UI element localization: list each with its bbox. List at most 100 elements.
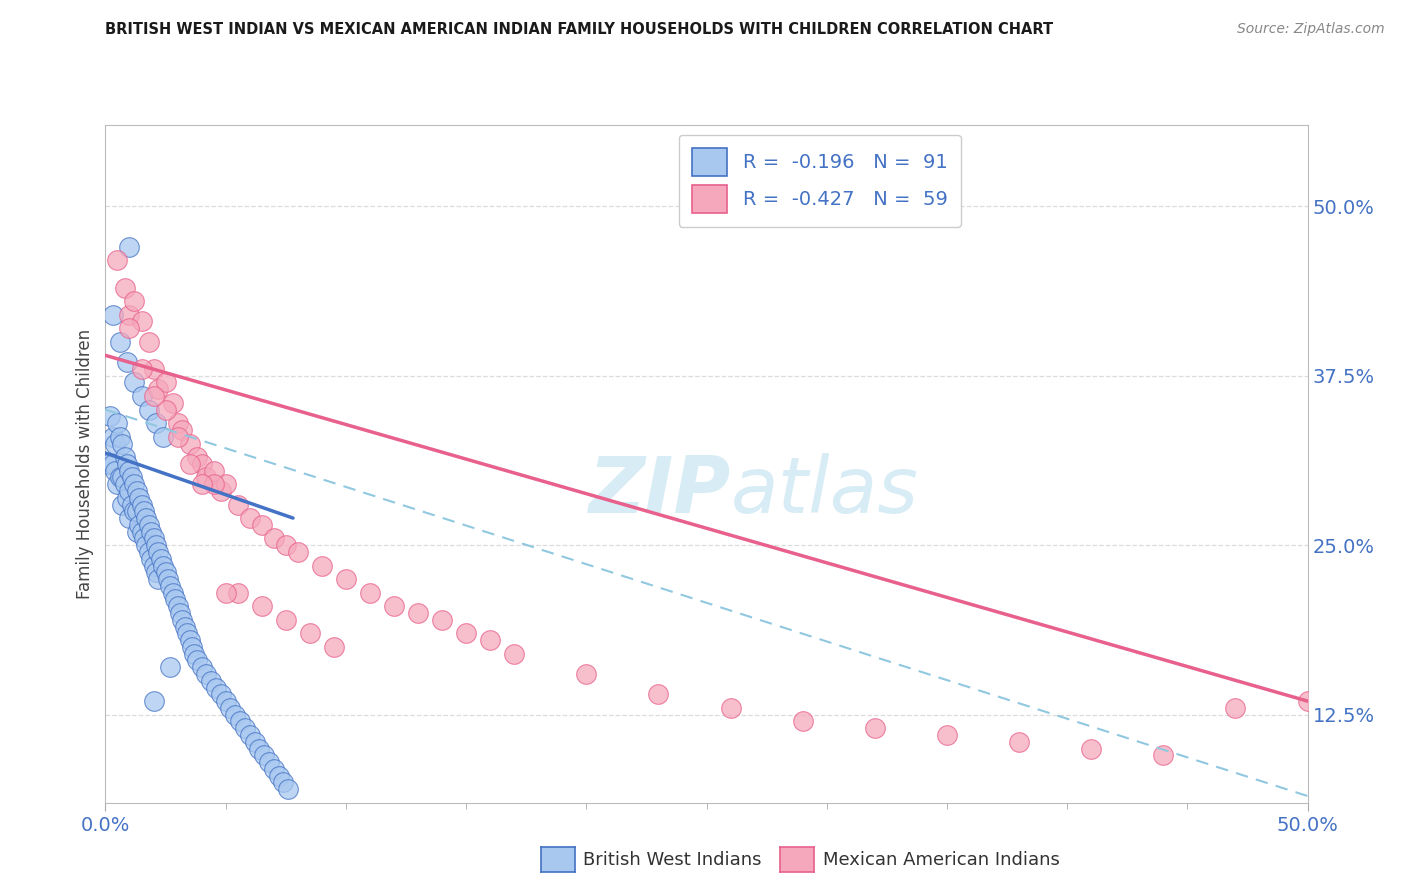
Point (131, 314, 153, 328)
Point (274, 613, 297, 627)
Point (142, 532, 165, 546)
Text: Mexican American Indians: Mexican American Indians (823, 851, 1059, 869)
Point (224, 707, 246, 722)
Point (239, 511, 262, 525)
Point (247, 741, 270, 756)
Point (142, 389, 165, 403)
Point (142, 694, 165, 708)
Point (115, 491, 138, 505)
Point (138, 545, 160, 559)
Point (1008, 735, 1031, 749)
Point (107, 477, 129, 491)
Point (148, 545, 170, 559)
Point (159, 660, 181, 674)
Point (135, 511, 157, 525)
Point (226, 498, 249, 512)
Point (142, 558, 165, 573)
Point (226, 585, 249, 599)
Point (209, 687, 232, 701)
Point (243, 735, 266, 749)
Text: British West Indians: British West Indians (583, 851, 762, 869)
Point (863, 721, 886, 735)
Point (179, 457, 201, 471)
Point (202, 477, 225, 491)
Point (118, 511, 141, 525)
Point (107, 416, 129, 430)
Point (124, 504, 146, 518)
Point (142, 362, 165, 376)
Point (114, 450, 136, 464)
Point (162, 585, 184, 599)
Point (172, 613, 194, 627)
Point (148, 382, 170, 396)
Point (124, 376, 146, 390)
Point (132, 504, 155, 518)
Point (190, 660, 212, 674)
Point (101, 457, 124, 471)
Point (111, 498, 134, 512)
Point (111, 470, 134, 484)
Point (135, 538, 157, 552)
Point (114, 280, 136, 294)
Point (359, 585, 381, 599)
Point (190, 477, 212, 491)
Point (125, 524, 148, 539)
Text: Source: ZipAtlas.com: Source: ZipAtlas.com (1237, 22, 1385, 37)
Point (104, 464, 127, 478)
Point (138, 517, 160, 532)
Point (1296, 694, 1319, 708)
Point (430, 613, 453, 627)
Point (155, 566, 177, 580)
Point (124, 477, 146, 491)
Point (298, 626, 321, 640)
Point (257, 755, 280, 769)
Point (132, 532, 155, 546)
Point (138, 402, 160, 417)
Point (108, 334, 131, 349)
Point (322, 640, 344, 654)
Point (165, 592, 187, 607)
Point (139, 524, 162, 539)
Point (195, 470, 218, 484)
Point (149, 551, 172, 566)
Point (406, 606, 429, 620)
Point (287, 545, 309, 559)
Point (107, 253, 129, 268)
Point (335, 572, 357, 586)
Point (131, 524, 153, 539)
Point (128, 517, 150, 532)
Point (1225, 701, 1247, 715)
Point (1152, 748, 1174, 763)
Point (267, 769, 290, 783)
Legend: R =  -0.196   N =  91, R =  -0.427   N =  59: R = -0.196 N = 91, R = -0.427 N = 59 (679, 135, 962, 227)
Point (195, 667, 218, 681)
Point (125, 504, 148, 518)
Point (720, 701, 742, 715)
Point (169, 606, 191, 620)
Point (273, 775, 295, 789)
Point (166, 416, 188, 430)
Point (138, 334, 160, 349)
Point (145, 416, 167, 430)
Point (239, 728, 262, 742)
Point (97, 457, 120, 471)
Point (219, 701, 242, 715)
Point (202, 464, 225, 478)
Text: ZIP: ZIP (588, 453, 731, 529)
Point (118, 308, 141, 322)
Point (118, 321, 141, 335)
Point (118, 240, 141, 254)
Point (214, 477, 236, 491)
Point (311, 558, 333, 573)
Point (173, 619, 195, 633)
Point (200, 673, 222, 688)
Point (101, 308, 124, 322)
Point (131, 362, 153, 376)
Point (172, 423, 194, 437)
Point (214, 694, 236, 708)
Point (115, 457, 138, 471)
Point (125, 483, 148, 498)
Point (176, 626, 198, 640)
Point (253, 748, 276, 763)
Point (98, 409, 121, 424)
